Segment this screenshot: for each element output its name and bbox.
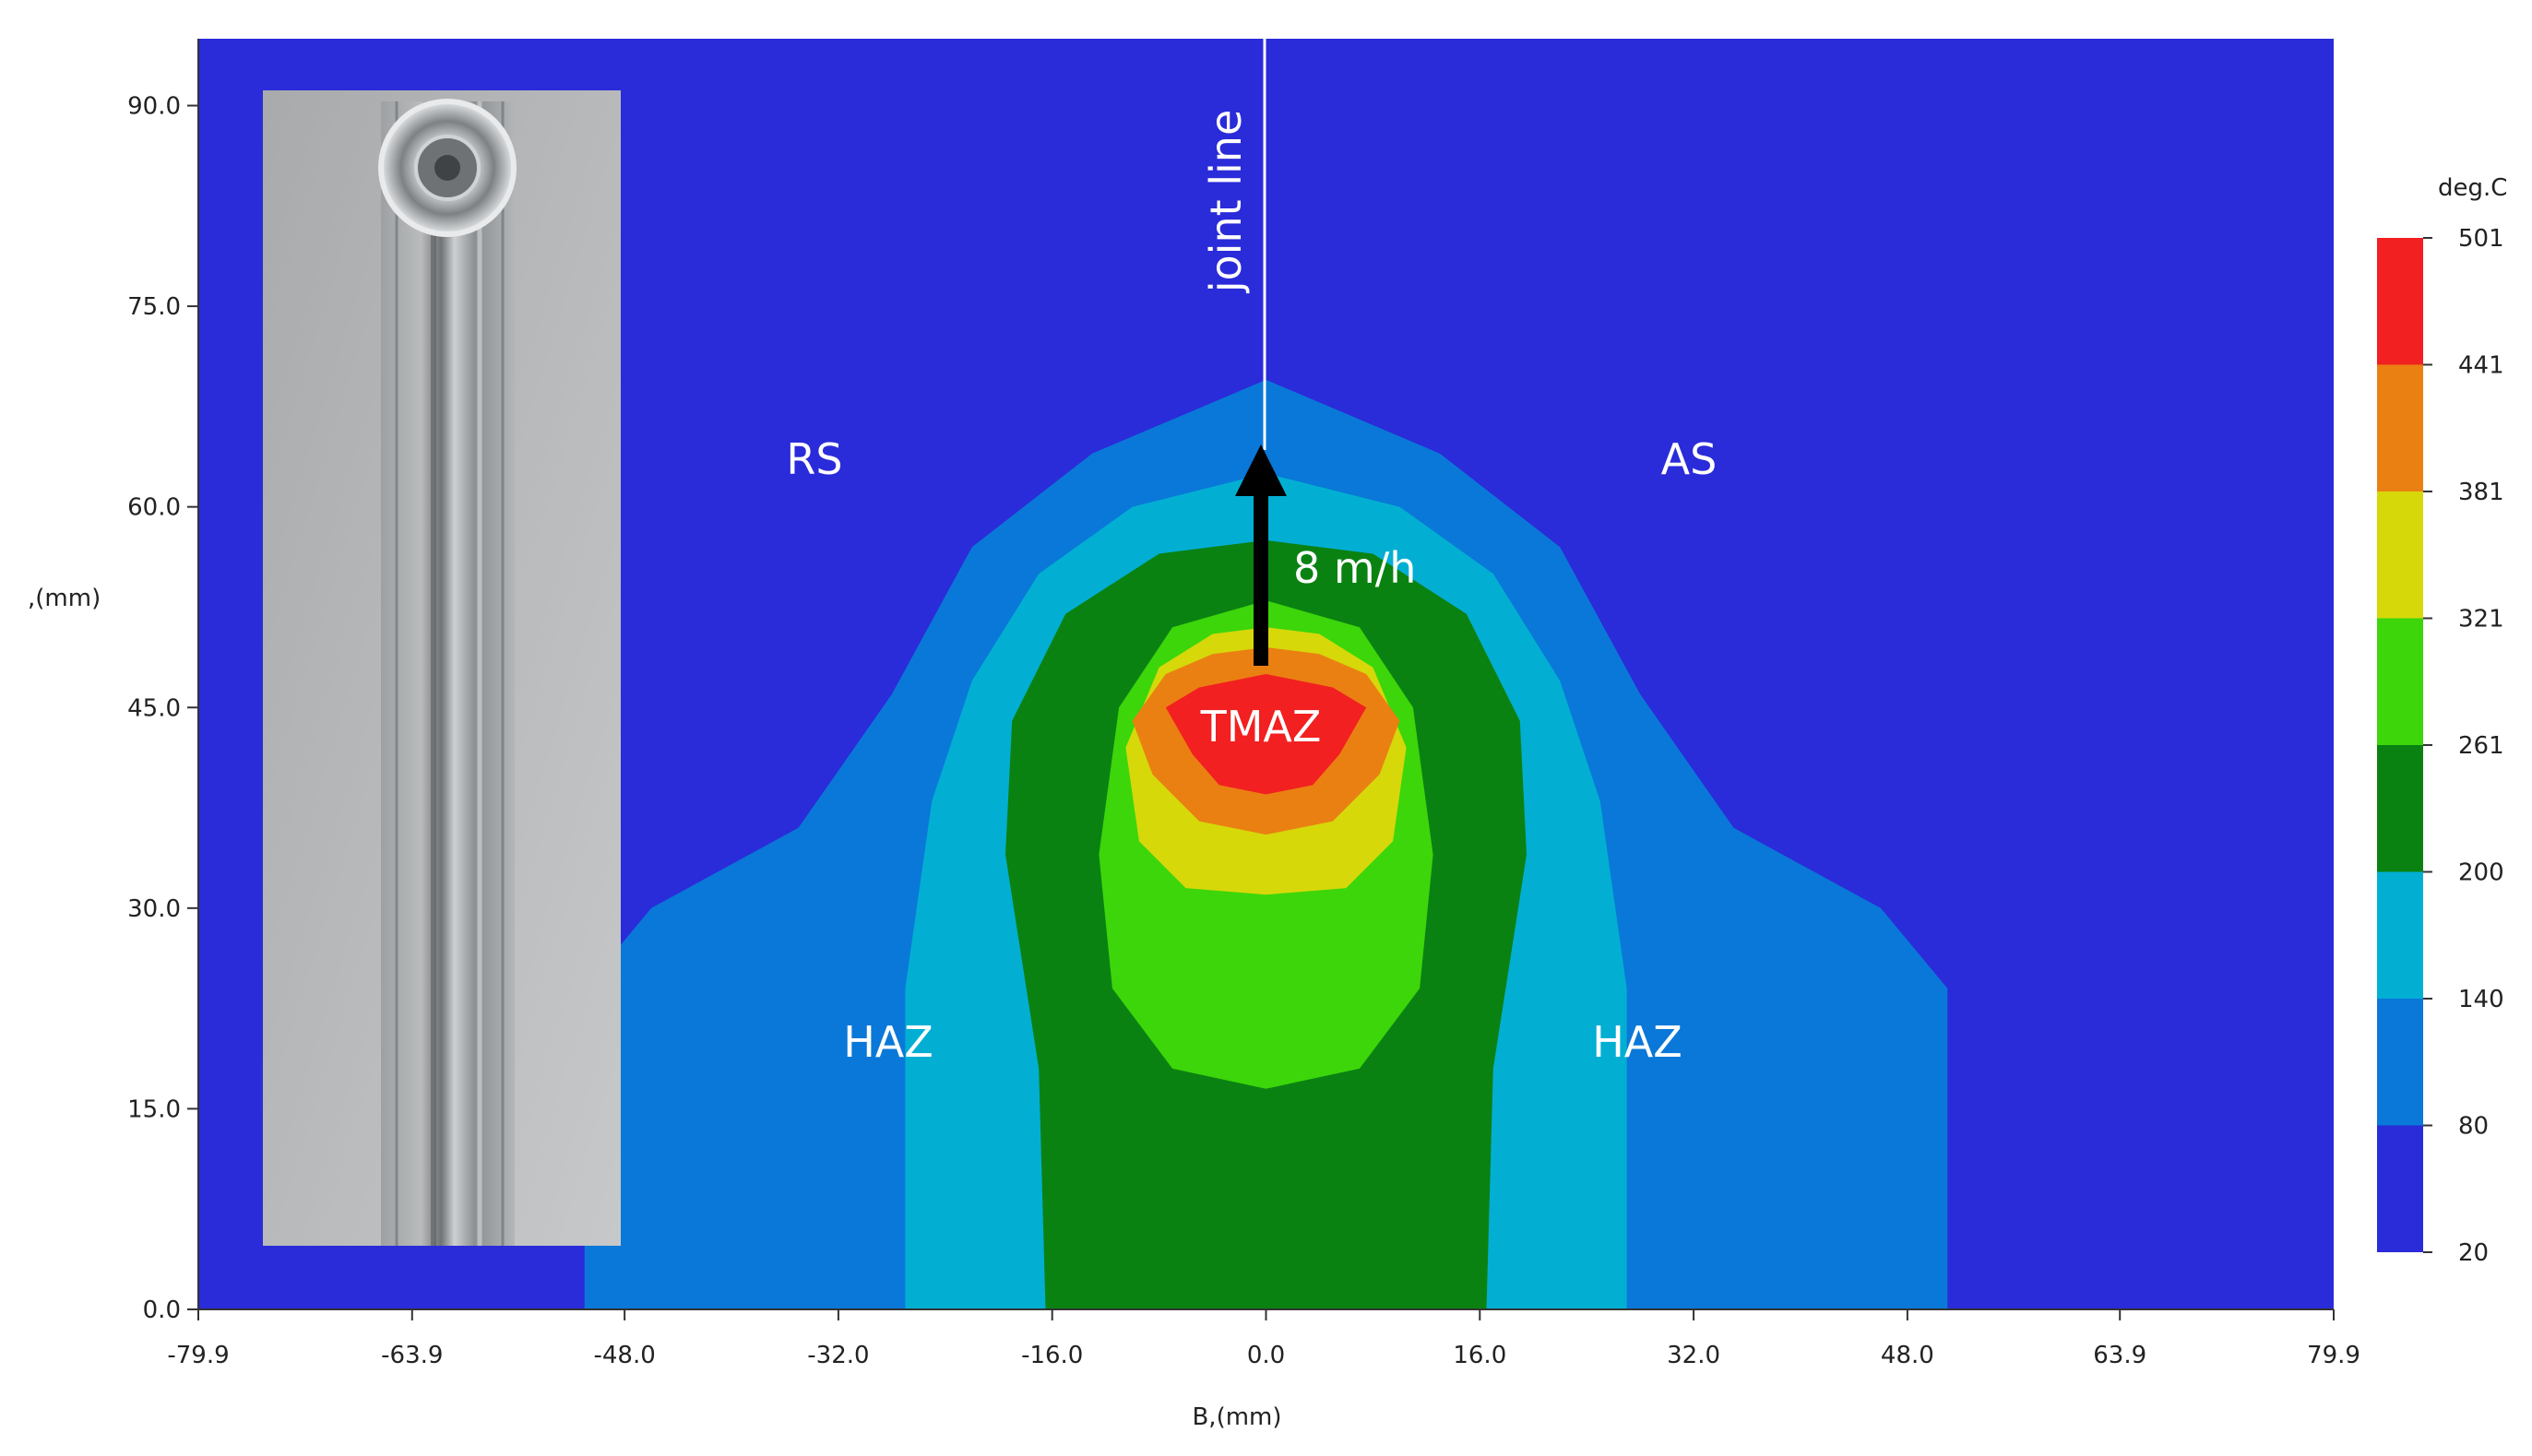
x-tick-label: -48.0: [593, 1342, 655, 1369]
colorbar-segment: [2377, 745, 2423, 872]
colorbar-unit: deg.C: [2438, 174, 2507, 202]
colorbar-label: 80: [2458, 1113, 2489, 1141]
annotations: joint line 8 m/h RS AS HAZ HAZ TMAZ: [786, 39, 1717, 1067]
arrow-head: [1235, 444, 1287, 496]
x-tick-label: 32.0: [1667, 1342, 1720, 1369]
contour-band-441-501: [1165, 674, 1367, 795]
haz-left-label: HAZ: [843, 1017, 933, 1067]
colorbar-label: 140: [2458, 986, 2504, 1013]
x-tick-label: 63.9: [2093, 1342, 2146, 1369]
y-axis: 0.0 15.0 30.0 45.0 60.0 75.0 90.0: [127, 39, 199, 1324]
colorbar-label: 261: [2458, 732, 2504, 760]
tmaz-label: TMAZ: [1200, 702, 1322, 752]
colorbar-label: 321: [2458, 606, 2504, 633]
y-tick-label: 60.0: [127, 494, 181, 522]
y-tick-label: 0.0: [143, 1296, 181, 1324]
x-axis: -79.9 -63.9 -48.0 -32.0 -16.0 0.0 16.0 32.0 48.0…: [167, 1308, 2360, 1369]
x-tick-label: -79.9: [167, 1342, 229, 1369]
colorbar: 20 80 140 200 261 321 381 441 501: [2377, 225, 2504, 1267]
colorbar-segment: [2377, 871, 2423, 999]
colorbar-segment: [2377, 491, 2423, 619]
y-tick-label: 45.0: [127, 694, 181, 722]
x-tick-label: 16.0: [1453, 1342, 1506, 1369]
colorbar-segment: [2377, 999, 2423, 1126]
speed-label: 8 m/h: [1293, 543, 1416, 593]
x-tick-label: -63.9: [381, 1342, 443, 1369]
haz-right-label: HAZ: [1592, 1017, 1682, 1067]
retreating-side-label: RS: [786, 434, 842, 484]
x-tick-label: 79.9: [2307, 1342, 2360, 1369]
colorbar-label: 501: [2458, 225, 2504, 253]
colorbar-label: 20: [2458, 1239, 2489, 1267]
x-axis-title: B,(mm): [1192, 1403, 1281, 1431]
joint-line-label: joint line: [1201, 110, 1251, 294]
y-tick-label: 75.0: [127, 293, 181, 321]
contour-layers: [584, 379, 1948, 1309]
y-tick-label: 90.0: [127, 93, 181, 121]
colorbar-segment: [2377, 1125, 2423, 1252]
weld-seam-photo: [263, 90, 621, 1246]
y-tick-label: 15.0: [127, 1095, 181, 1123]
colorbar-segment: [2377, 618, 2423, 745]
colorbar-segment: [2377, 238, 2423, 365]
colorbar-label: 200: [2458, 859, 2504, 887]
colorbar-label: 441: [2458, 352, 2504, 380]
advancing-side-label: AS: [1661, 434, 1718, 484]
colorbar-segment: [2377, 364, 2423, 491]
x-tick-label: -16.0: [1021, 1342, 1083, 1369]
y-tick-label: 30.0: [127, 895, 181, 923]
x-tick-label: -32.0: [807, 1342, 869, 1369]
x-tick-label: 0.0: [1247, 1342, 1285, 1369]
x-tick-label: 48.0: [1881, 1342, 1934, 1369]
y-axis-title: ,(mm): [28, 585, 101, 612]
colorbar-label: 381: [2458, 479, 2504, 506]
